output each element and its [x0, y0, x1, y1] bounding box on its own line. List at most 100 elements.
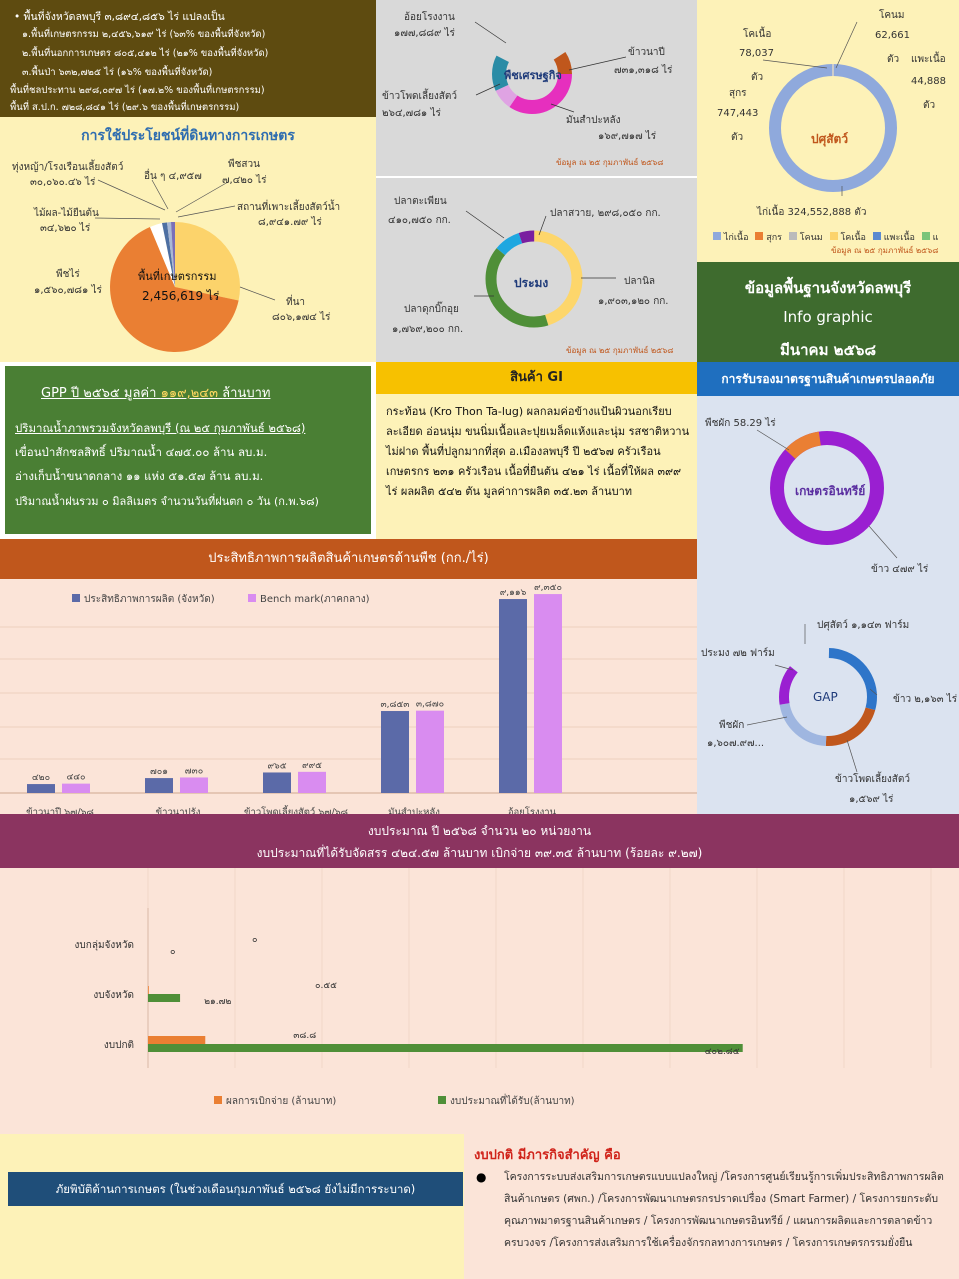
ls-legend: ไก่เนื้อ สุกร โคนม โคเนื้อ แพะเนื้อ แ [713, 230, 938, 244]
area-line-3: ๓.พื้นป่า ๖๓๒,๗๒๕ ไร่ (๑๖% ของพื้นที่จัง… [22, 67, 213, 78]
budget-panel: งบประมาณ ปี ๒๕๖๘ จำนวน ๒๐ หน่วยงาน งบประ… [0, 814, 959, 1134]
legend-label: ประสิทธิภาพการผลิต (จังหวัด) [84, 594, 215, 605]
econ-sugarcane: อ้อยโรงงาน [404, 12, 455, 23]
fish-panel: ประมง ปลาตะเพียน ๔๑๐,๗๕๐ กก. ปลาสวาย, ๒๙… [376, 176, 697, 362]
disaster-panel: ภัยพิบัติด้านการเกษตร (ในช่วงเดือนกุมภาพ… [0, 1134, 464, 1279]
y-tick-label: งบกลุ่มจังหวัด [75, 940, 134, 951]
fish-tilapia-val: ๔๑๐,๗๕๐ กก. [388, 215, 451, 226]
fish-seg-ornamental [485, 230, 583, 328]
bar-data-label: ๔๐๒.๘๕ [705, 1047, 740, 1057]
title-line1: ข้อมูลพื้นฐานจังหวัดลพบุรี [744, 279, 912, 297]
lbl-rice-val: ๘๐๖,๑๗๔ ไร่ [272, 312, 331, 323]
bar-data-label: ๐ [170, 947, 176, 957]
safety-title: การรับรองมาตรฐานสินค้าเกษตรปลอดภัย [697, 362, 959, 396]
gpp-panel: GPP ปี ๒๕๖๕ มูลค่า ๑๑๙,๒๔๓ ล้านบาท ปริมา… [0, 362, 376, 539]
efficiency-panel: ประสิทธิภาพการผลิตสินค้าเกษตรด้านพืช (กก… [0, 539, 697, 814]
ls-note: ข้อมูล ณ ๒๕ กุมภาพันธ์ ๒๕๖๘ [831, 246, 939, 255]
organic-rice: ข้าว ๔๗๙ ไร่ [871, 564, 929, 575]
bar [416, 710, 444, 793]
gi-text: กระท้อน (Kro Thon Ta-lug) ผลกลมค่อข้างแป… [386, 405, 690, 498]
efficiency-chart: ประสิทธิภาพการผลิต (จังหวัด) Bench mark(ภ… [0, 583, 697, 814]
title-box: ข้อมูลพื้นฐานจังหวัดลพบุรี Info graphic … [697, 262, 959, 362]
bar-data-label: ๙,๓๕๐ [534, 583, 562, 593]
livestock-center: ปศุสัตว์ [811, 132, 849, 146]
water-dam: เขื่อนป่าสักชลสิทธิ์ ปริมาณน้ำ ๔๗๕.๐๐ ล้… [15, 445, 268, 459]
fish-seg-nile [485, 230, 583, 328]
budget-chart: งบกลุ่มจังหวัด ๐๐งบจังหวัด๐.๕๕๒๑.๗๒งบปกติ… [75, 868, 932, 1107]
lbl-pasture-val: ๓๐,๐๖๐.๔๖ ไร่ [30, 177, 96, 188]
bar [263, 772, 291, 793]
gap-rice: ข้าว ๒,๑๖๓ ไร่ [893, 694, 958, 705]
bar-data-label: ๙๙๕ [302, 761, 322, 771]
gap-seg-rice [779, 648, 877, 746]
gap-veg: พืชผัก [719, 720, 745, 731]
ls-goat-unit: ตัว [923, 100, 936, 111]
bar-data-label: ๐.๕๕ [315, 981, 337, 991]
ls-dairy-val: 62,661 [875, 30, 910, 41]
econ-note: ข้อมูล ณ ๒๕ กุมภาพันธ์ ๒๕๖๘ [556, 158, 664, 167]
area-line-4: พื้นที่ชลประทาน ๒๙๘,๐๙๗ ไร่ (๑๗.๒% ของพื… [10, 85, 265, 96]
legend-swatch [438, 1096, 446, 1104]
pie-slice-orchard [171, 221, 175, 287]
bar [298, 771, 326, 793]
livestock-panel: ปศุสัตว์ โคเนื้อ 78,037 ตัว โคนม 62,661 … [697, 0, 959, 262]
bar-disbursed [148, 1036, 206, 1044]
gap-maize: ข้าวโพดเลี้ยงสัตว์ [835, 774, 911, 785]
bar-data-label: ๓,๘๗๐ [416, 700, 444, 710]
water-rain: ปริมาณน้ำฝนรวม ๐ มิลลิเมตร จำนวนวันที่ฝน… [15, 495, 319, 508]
pie-slice-field [110, 227, 239, 352]
pie-slice-pasture [162, 222, 175, 287]
econ-rice-val: ๗๓๑,๓๑๘ ไร่ [614, 65, 673, 76]
legend-label: ผลการเบิกจ่าย (ล้านบาท) [226, 1095, 336, 1107]
lbl-rice: ที่นา [286, 297, 306, 308]
ls-goat-val: 44,888 [911, 76, 946, 87]
econ-center: พืชเศรษฐกิจ [504, 69, 562, 82]
fish-ornamental: ปลาสวาย, ๒๙๘,๐๕๐ กก. [550, 208, 661, 219]
gap-seg-livestock [779, 648, 877, 746]
area-line-2: ๒.พื้นที่นอกการเกษตร ๘๐๕,๔๑๒ ไร่ (๒๑% ขอ… [22, 48, 269, 59]
budget-subtitle: งบประมาณที่ได้รับจัดสรร ๔๒๔.๕๗ ล้านบาท เ… [256, 846, 703, 860]
legend-swatch [72, 594, 80, 602]
ls-pig-val: 747,443 [717, 108, 759, 119]
lbl-field: พืชไร่ [56, 269, 80, 280]
pie-slice-fruit [150, 223, 175, 287]
gi-title: สินค้า GI [376, 362, 697, 394]
legend-swatch [248, 594, 256, 602]
budget-header: งบประมาณ ปี ๒๕๖๘ จำนวน ๒๐ หน่วยงาน งบประ… [0, 814, 959, 868]
budget-title: งบประมาณ ปี ๒๕๖๘ จำนวน ๒๐ หน่วยงาน [367, 824, 592, 838]
bar-data-label: ๗๓๐ [185, 766, 203, 776]
title-line3: มีนาคม ๒๕๖๘ [779, 341, 877, 359]
disaster-box: ภัยพิบัติด้านการเกษตร (ในช่วงเดือนกุมภาพ… [8, 1172, 463, 1206]
fish-catfish: ปลาดุกบิ๊กอุย [404, 304, 459, 315]
water-title: ปริมาณน้ำภาพรวมจังหวัดลพบุรี (ณ ๒๕ กุมภา… [15, 421, 306, 435]
fish-nile: ปลานิล [624, 276, 656, 287]
gap-veg-val: ๑,๖๐๗.๙๗... [707, 738, 765, 749]
x-tick-label: ข้าวนาปี ๖๗/๖๘ [26, 806, 94, 814]
econ-donut [474, 21, 627, 114]
econ-maize-val: ๒๖๔,๗๘๑ ไร่ [382, 108, 441, 119]
livestock-donut [762, 21, 897, 196]
bar-disbursed [148, 986, 149, 994]
ls-chicken: ไก่เนื้อ 324,552,888 ตัว [757, 207, 867, 218]
pie-center-label: พื้นที่เกษตรกรรม [138, 270, 217, 283]
ls-beef-unit: ตัว [751, 72, 764, 83]
econ-rice: ข้าวนาปี [628, 47, 665, 58]
organic-veg: พืชผัก 58.29 ไร่ [705, 418, 776, 429]
fish-nile-val: ๑,๙๐๓,๑๒๐ กก. [598, 296, 669, 307]
ls-dairy-unit: ตัว [887, 54, 900, 65]
organic-center: เกษตรอินทรีย์ [795, 484, 866, 498]
lbl-fruit: ไม้ผล-ไม้ยืนต้น [34, 208, 99, 219]
bar [534, 594, 562, 793]
econ-panel: พืชเศรษฐกิจ อ้อยโรงงาน ๑๗๗,๘๘๙ ไร่ ข้าวน… [376, 0, 697, 176]
y-tick-label: งบปกติ [104, 1040, 134, 1051]
landuse-pie [94, 179, 276, 352]
bar [145, 778, 173, 793]
landuse-panel: การใช้ประโยชน์ที่ดินทางการเกษตร ทุ่งหญ้า… [0, 117, 376, 362]
ls-goat: แพะเนื้อ [911, 54, 946, 65]
legend-label: งบประมาณที่ได้รับ(ล้านบาท) [450, 1093, 575, 1107]
y-tick-label: งบจังหวัด [93, 990, 134, 1001]
bar-allocated [148, 994, 181, 1002]
title-line2: Info graphic [783, 308, 873, 326]
econ-cassava: มันสำปะหลัง [566, 115, 621, 126]
lbl-field-val: ๑,๕๖๐,๗๘๑ ไร่ [34, 285, 102, 296]
